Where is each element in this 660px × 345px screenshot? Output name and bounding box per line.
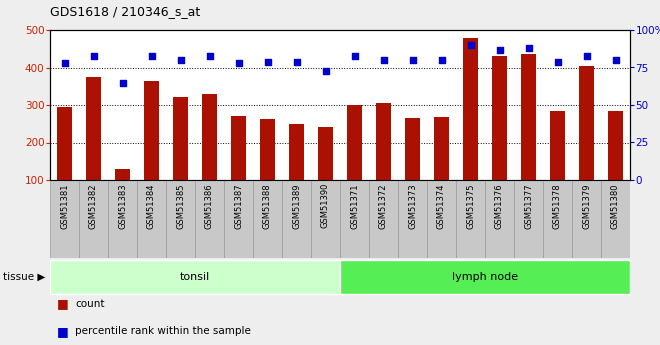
Bar [259, 119, 275, 180]
Text: tonsil: tonsil [180, 272, 210, 282]
Text: percentile rank within the sample: percentile rank within the sample [75, 326, 251, 336]
Bar [340, 180, 369, 258]
Point [233, 60, 244, 66]
Text: ■: ■ [57, 325, 69, 338]
Point [291, 59, 302, 64]
Bar [427, 180, 456, 258]
Bar [253, 180, 282, 258]
Bar [79, 180, 108, 258]
Point [581, 53, 592, 58]
Text: lymph node: lymph node [452, 272, 518, 282]
Point [262, 59, 273, 64]
Bar [172, 98, 189, 180]
Bar [463, 38, 478, 180]
Point [610, 57, 621, 63]
Text: GSM51382: GSM51382 [89, 183, 98, 229]
Bar [434, 117, 449, 180]
Bar [492, 56, 508, 180]
Bar [50, 180, 79, 258]
Point [407, 57, 418, 63]
Bar [346, 105, 362, 180]
Text: GSM51385: GSM51385 [176, 183, 185, 229]
Text: GSM51381: GSM51381 [60, 183, 69, 229]
Bar [230, 116, 246, 180]
Bar [224, 180, 253, 258]
Text: tissue ▶: tissue ▶ [3, 272, 46, 282]
Text: GSM51386: GSM51386 [205, 183, 214, 229]
Text: GSM51375: GSM51375 [466, 183, 475, 229]
Bar [57, 107, 73, 180]
Bar [543, 180, 572, 258]
Point [436, 57, 447, 63]
Bar [143, 81, 160, 180]
Point [175, 57, 185, 63]
Text: GSM51390: GSM51390 [321, 183, 330, 228]
Text: GSM51380: GSM51380 [611, 183, 620, 229]
Bar [572, 180, 601, 258]
Bar [579, 66, 595, 180]
Point [59, 60, 70, 66]
Text: GSM51378: GSM51378 [553, 183, 562, 229]
Point [465, 42, 476, 48]
Text: GSM51387: GSM51387 [234, 183, 243, 229]
Point [117, 80, 128, 85]
Point [552, 59, 563, 64]
Text: GSM51384: GSM51384 [147, 183, 156, 229]
Text: GSM51388: GSM51388 [263, 183, 272, 229]
Bar [521, 53, 537, 180]
Point [349, 53, 360, 58]
Text: GSM51374: GSM51374 [437, 183, 446, 229]
Bar [376, 103, 391, 180]
Point [378, 57, 389, 63]
Text: GSM51376: GSM51376 [495, 183, 504, 229]
Bar [288, 125, 304, 180]
Point [523, 45, 534, 51]
Bar [195, 180, 224, 258]
Bar [166, 180, 195, 258]
Point [204, 53, 214, 58]
Bar [514, 180, 543, 258]
Bar [398, 180, 427, 258]
Bar [369, 180, 398, 258]
Text: GSM51371: GSM51371 [350, 183, 359, 229]
Bar [550, 111, 566, 180]
Bar [317, 128, 333, 180]
Point [88, 53, 99, 58]
Bar [86, 77, 102, 180]
Bar [50, 260, 340, 294]
Bar [485, 180, 514, 258]
Bar [607, 111, 624, 180]
Text: ■: ■ [57, 297, 69, 310]
Text: GSM51373: GSM51373 [408, 183, 417, 229]
Point [147, 53, 157, 58]
Bar [115, 169, 131, 180]
Text: count: count [75, 299, 104, 308]
Text: GDS1618 / 210346_s_at: GDS1618 / 210346_s_at [50, 5, 200, 18]
Bar [108, 180, 137, 258]
Bar [456, 180, 485, 258]
Bar [282, 180, 311, 258]
Text: GSM51383: GSM51383 [118, 183, 127, 229]
Text: GSM51377: GSM51377 [524, 183, 533, 229]
Bar [311, 180, 340, 258]
Point [494, 47, 505, 52]
Text: GSM51372: GSM51372 [379, 183, 388, 229]
Bar [601, 180, 630, 258]
Bar [340, 260, 630, 294]
Bar [137, 180, 166, 258]
Bar [405, 118, 420, 180]
Text: GSM51389: GSM51389 [292, 183, 301, 229]
Text: GSM51379: GSM51379 [582, 183, 591, 229]
Bar [201, 94, 218, 180]
Point [320, 68, 331, 73]
